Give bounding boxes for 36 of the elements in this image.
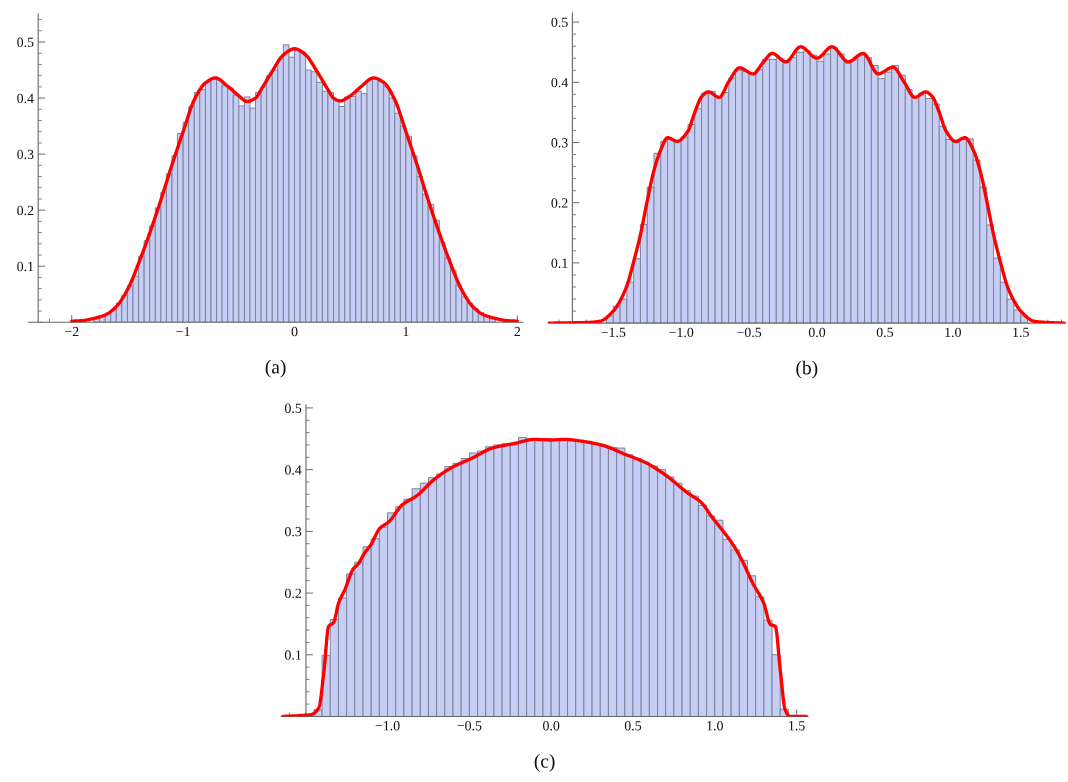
y-tick-label: 0.5 (17, 37, 34, 48)
x-tick-label: 1.0 (945, 327, 961, 338)
x-tick-label: 0.0 (543, 721, 560, 731)
y-tick-label: 0.1 (17, 261, 34, 272)
y-tick-label: 0.4 (17, 93, 34, 104)
x-tick-label: 0.5 (624, 721, 642, 731)
x-tick-label: −1.5 (601, 327, 626, 338)
x-tick-label: −0.5 (737, 327, 762, 338)
x-tick-label: 0.0 (808, 327, 826, 338)
x-tick-label: 1.5 (1013, 327, 1029, 338)
y-tick-label: 0.3 (551, 138, 568, 148)
y-tick-label: 0.4 (284, 465, 302, 475)
y-tick-label: 0.4 (551, 77, 569, 88)
x-tick-label: 0.5 (876, 327, 894, 338)
x-tick-label: 1.0 (707, 721, 723, 731)
x-tick-label: 1 (403, 326, 409, 337)
x-tick-label: −1.0 (375, 721, 400, 731)
y-tick-label: 0.1 (284, 650, 301, 660)
x-tick-label: −0.5 (457, 721, 482, 731)
x-axis-title: (a) (265, 359, 286, 378)
x-axis-title: (b) (796, 360, 818, 379)
x-tick-label: −1 (176, 326, 190, 337)
y-tick-label: 0.3 (284, 526, 302, 537)
x-tick-label: −2 (65, 326, 79, 337)
y-tick-label: 0.5 (284, 403, 302, 413)
y-tick-label: 0.2 (17, 205, 34, 216)
x-tick-label: 0 (291, 326, 298, 337)
y-tick-label: 0.2 (551, 198, 568, 208)
x-tick-label: 1.5 (789, 721, 805, 731)
x-tick-label: 2 (514, 326, 521, 337)
x-tick-label: −1.0 (669, 327, 694, 338)
y-tick-label: 0.5 (551, 17, 568, 28)
y-tick-label: 0.2 (284, 588, 302, 599)
y-tick-label: 0.1 (551, 258, 568, 268)
x-axis-title: (c) (534, 754, 555, 772)
y-tick-label: 0.3 (17, 149, 34, 160)
